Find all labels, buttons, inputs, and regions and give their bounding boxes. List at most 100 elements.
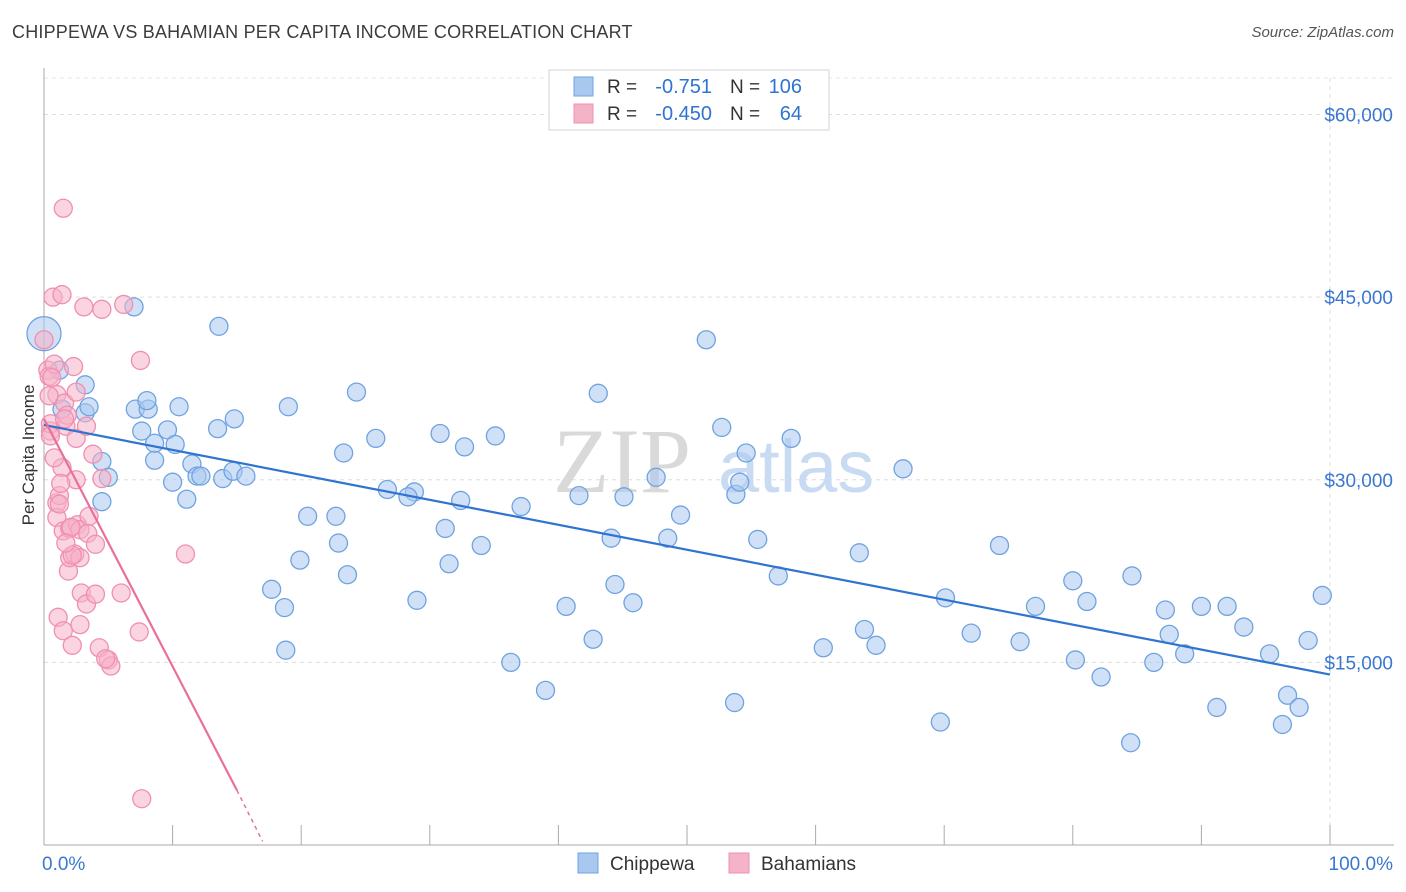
chippewa-point <box>471 535 491 556</box>
chippewa-point <box>1077 591 1097 612</box>
chippewa-point <box>712 417 732 438</box>
bahamians-point <box>34 330 54 350</box>
bahamians-point <box>56 533 76 553</box>
bahamians-point <box>76 416 97 436</box>
chippewa-point <box>485 426 506 446</box>
legend-bottom-swatch-chippewa <box>577 852 599 874</box>
chippewa-point <box>162 472 183 492</box>
bahamians-point <box>132 789 152 809</box>
chippewa-point <box>1144 652 1164 673</box>
legend-n-label: N = <box>730 77 760 98</box>
chippewa-point <box>439 554 459 574</box>
y-tick-labels: $15,000 $30,000 $45,000 $60,000 <box>1324 106 1393 675</box>
chippewa-point <box>588 383 608 403</box>
chippewa-point <box>337 565 358 585</box>
chippewa-point <box>569 485 589 506</box>
chippewa-point <box>849 543 869 563</box>
chippewa-point <box>1289 697 1309 718</box>
bahamians-point <box>49 494 70 514</box>
chippewa-point <box>224 409 244 429</box>
chippewa-point <box>328 533 349 553</box>
chippewa-point <box>1175 644 1195 664</box>
chippewa-point <box>177 489 197 509</box>
y-tick-label: $15,000 <box>1324 653 1393 674</box>
chippewa-point <box>1091 667 1111 687</box>
bahamians-point <box>96 649 116 669</box>
chippewa-point <box>583 629 603 649</box>
bahamians-point <box>62 635 82 655</box>
bahamians-point <box>114 294 134 315</box>
chippewa-point <box>261 579 282 599</box>
chippewa-point <box>1155 600 1176 620</box>
bahamians-point <box>74 297 94 317</box>
chippewa-point <box>605 574 625 595</box>
bahamians-point <box>111 583 131 603</box>
legend-bottom-swatch-bahamians <box>728 852 750 874</box>
chippewa-point <box>333 443 354 463</box>
chippewa-point <box>535 680 556 701</box>
bahamians-point <box>52 285 72 305</box>
chippewa-point <box>1122 566 1142 586</box>
x-tick-label: 100.0% <box>1329 854 1394 875</box>
legend-r-label: R = <box>607 104 637 125</box>
chippewa-point <box>730 472 750 492</box>
bahamians-point <box>129 622 149 642</box>
source-label: Source: ZipAtlas.com <box>1251 24 1394 41</box>
chippewa-point <box>1025 596 1046 617</box>
bahamians-point <box>85 584 106 604</box>
chippewa-point <box>511 496 531 517</box>
chippewa-point <box>781 428 801 449</box>
bahamians-point <box>92 468 112 489</box>
chippewa-point <box>1159 624 1179 645</box>
chippewa-point <box>290 550 310 570</box>
bahamians-trend-extension <box>236 789 264 842</box>
chippewa-point <box>454 437 475 457</box>
legend-n-value: 64 <box>780 103 802 125</box>
chippewa-point <box>893 459 913 479</box>
chippewa-point <box>236 466 256 486</box>
legend-r-label: R = <box>607 77 637 98</box>
legend-top: R = -0.751 N = 106 R = -0.450 N = 64 <box>548 69 830 131</box>
chippewa-point <box>1063 571 1083 591</box>
legend-bottom-label-chippewa: Chippewa <box>610 854 695 875</box>
chippewa-point <box>274 597 295 618</box>
chippewa-point <box>736 443 756 463</box>
chippewa-point <box>813 638 833 658</box>
chippewa-point <box>1277 685 1298 705</box>
bahamians-point <box>130 350 151 371</box>
x-tick-labels: 0.0% 100.0% <box>42 854 1393 875</box>
bahamians-point <box>175 544 196 564</box>
chippewa-point <box>346 382 367 402</box>
chippewa-point <box>207 418 228 439</box>
chippewa-point <box>748 529 768 550</box>
legend-box <box>548 69 830 131</box>
chippewa-point <box>79 397 99 417</box>
chippewa-point <box>1191 596 1212 617</box>
bahamians-point <box>54 409 75 429</box>
chippewa-point <box>961 623 981 643</box>
chippewa-point <box>1272 714 1293 735</box>
bahamians-point <box>53 621 73 641</box>
legend-swatch-bahamians <box>573 103 594 124</box>
chippewa-point <box>696 330 716 350</box>
chippewa-point <box>435 518 455 539</box>
chippewa-point <box>132 421 152 441</box>
y-tick-label: $60,000 <box>1324 106 1393 127</box>
chart-title: CHIPPEWA VS BAHAMIAN PER CAPITA INCOME C… <box>12 22 633 42</box>
bahamians-point <box>51 473 71 494</box>
bahamians-trend-line <box>43 418 238 791</box>
chippewa-point <box>191 466 211 486</box>
chippewa-point <box>366 428 386 449</box>
chippewa-point <box>144 433 165 453</box>
chippewa-point <box>658 528 678 548</box>
chippewa-point <box>297 506 318 526</box>
legend-n-value: 106 <box>769 76 802 98</box>
chippewa-point <box>614 487 634 507</box>
chippewa-point <box>623 593 643 613</box>
chippewa-point <box>209 316 229 337</box>
x-tick-label: 0.0% <box>42 854 85 875</box>
chippewa-point <box>137 390 157 411</box>
chippewa-point <box>169 397 189 417</box>
y-axis-label: Per Capita Income <box>19 385 38 526</box>
